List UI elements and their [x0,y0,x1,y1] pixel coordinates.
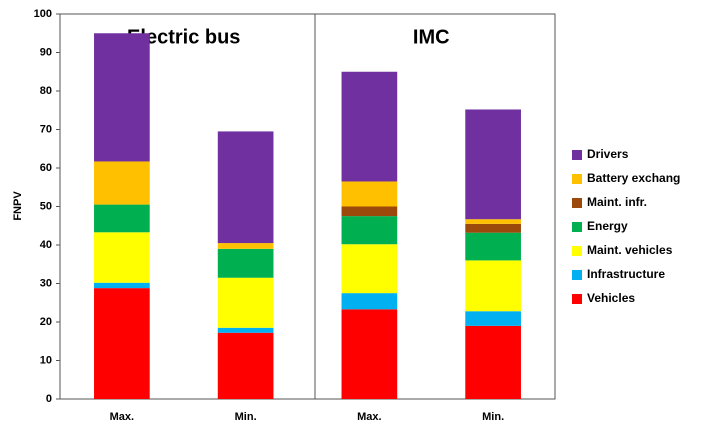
legend-swatch [572,294,582,304]
y-tick-label: 10 [40,354,52,366]
x-tick-label: Min. [235,411,257,423]
legend-label: Infrastructure [587,267,665,281]
bar-segment [94,288,150,399]
bar-segment [217,248,274,278]
legend-label: Maint. infr. [587,195,647,209]
bar-segment [94,232,150,283]
bar-segment [341,71,398,182]
legend-swatch [572,270,582,280]
legend-label: Maint. vehicles [587,243,673,257]
y-tick-label: 20 [40,316,52,328]
bar-segment [465,219,521,224]
y-tick-label: 100 [34,8,52,20]
y-tick-label: 80 [40,85,52,97]
bar-segment [465,260,521,312]
legend-label: Vehicles [587,291,635,305]
x-tick-label: Min. [482,411,504,423]
bar-segment [217,327,274,333]
bar-segment [217,131,274,244]
bar-segment [465,325,521,399]
bar-segment [341,216,398,245]
bar-segment [341,309,398,399]
y-tick-label: 40 [40,239,52,251]
bar-segment [341,293,398,310]
y-tick-label: 60 [40,162,52,174]
bar-segment [217,332,274,399]
x-tick-label: Max. [357,411,381,423]
bar-segment [94,282,150,289]
legend-swatch [572,198,582,208]
x-tick-label: Max. [110,411,134,423]
group-label: Electric bus [127,26,240,48]
bar-segment [94,33,150,162]
y-axis-label: FNPV [12,191,24,221]
bar-segment [341,181,398,207]
y-tick-label: 70 [40,123,52,135]
bar-segment [465,109,521,220]
bar-segment [217,277,274,328]
y-tick-label: 0 [46,393,52,405]
legend-swatch [572,222,582,232]
bar-segment [217,243,274,249]
legend-swatch [572,246,582,256]
y-tick-label: 30 [40,277,52,289]
y-tick-label: 50 [40,200,52,212]
bar-segment [465,223,521,233]
bar-segment [341,244,398,294]
bar-segment [94,204,150,233]
y-tick-label: 90 [40,46,52,58]
legend-swatch [572,174,582,184]
group-label: IMC [413,26,450,48]
legend-swatch [572,150,582,160]
bar-segment [341,206,398,217]
bar-segment [465,311,521,326]
legend-label: Battery exchang [587,171,680,185]
legend-label: Drivers [587,147,629,161]
legend-label: Energy [587,219,628,233]
bar-segment [94,161,150,205]
bar-segment [465,232,521,261]
